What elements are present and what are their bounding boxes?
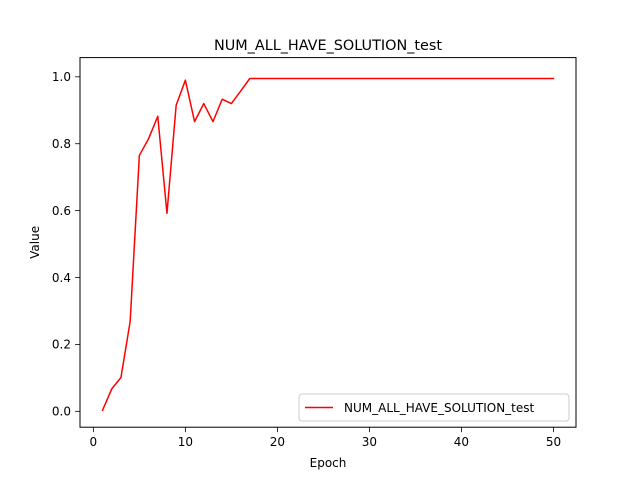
x-tick-label: 30 (362, 435, 377, 449)
chart-title: NUM_ALL_HAVE_SOLUTION_test (214, 38, 442, 54)
legend: NUM_ALL_HAVE_SOLUTION_test (298, 393, 570, 422)
plot-lines (101, 77, 555, 412)
plot-frame (79, 57, 577, 428)
x-tick-label: 10 (178, 435, 193, 449)
x-axis-label: Epoch (310, 456, 347, 470)
y-axis-label: Value (28, 226, 42, 259)
y-tick-label: 0.6 (52, 204, 71, 218)
y-tick-label: 1.0 (52, 70, 71, 84)
legend-label: NUM_ALL_HAVE_SOLUTION_test (344, 401, 535, 415)
x-tick-label: 20 (270, 435, 285, 449)
y-axis: 0.0 0.2 0.4 0.6 0.8 1.0 (52, 70, 80, 419)
y-tick-label: 0.2 (52, 338, 71, 352)
y-tick-label: 0.8 (52, 137, 71, 151)
y-tick-label: 0.0 (52, 405, 71, 419)
x-tick-label: 50 (546, 435, 561, 449)
legend-box (298, 393, 570, 422)
series-line (101, 77, 555, 412)
x-tick-label: 40 (454, 435, 469, 449)
y-tick-label: 0.4 (52, 271, 71, 285)
x-axis: 0 10 20 30 40 50 (90, 427, 561, 449)
x-tick-label: 0 (90, 435, 98, 449)
